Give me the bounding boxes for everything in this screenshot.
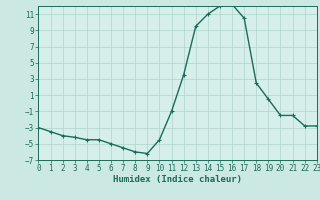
X-axis label: Humidex (Indice chaleur): Humidex (Indice chaleur) — [113, 175, 242, 184]
